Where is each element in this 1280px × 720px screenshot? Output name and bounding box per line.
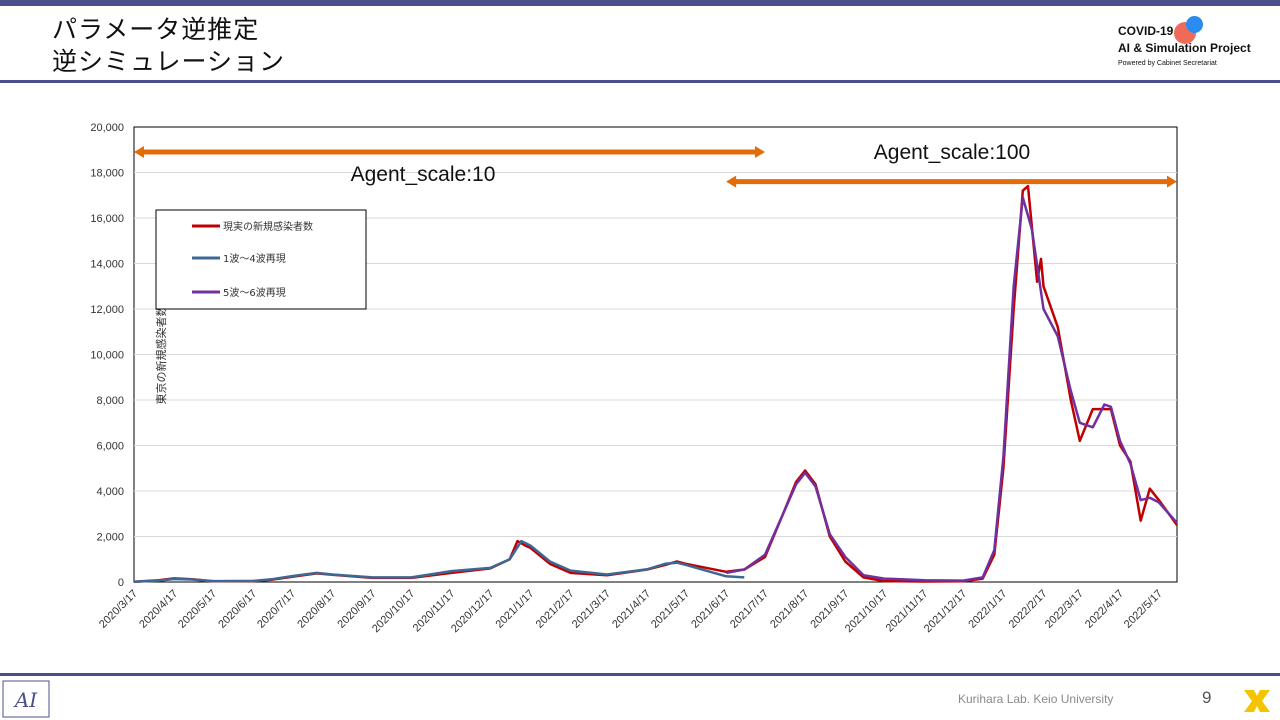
agent-scale-10-label: Agent_scale:10	[351, 163, 496, 186]
x-tick-label: 2021/1/17	[494, 588, 537, 631]
x-mark-logo-icon	[1244, 690, 1270, 712]
svg-text:AI: AI	[13, 688, 38, 712]
covid-project-logo: COVID-19 AI & Simulation Project Powered…	[1118, 16, 1278, 76]
logo-blue-circle-icon	[1186, 16, 1203, 33]
x-tick-label: 2021/8/17	[768, 588, 811, 631]
legend-label-real: 現実の新規感染者数	[223, 220, 313, 233]
x-tick-label: 2021/4/17	[610, 588, 653, 631]
page-title-line1: パラメータ逆推定	[52, 15, 260, 44]
footer-lab-name: Kurihara Lab. Keio University	[958, 692, 1114, 706]
x-tick-label: 2021/5/17	[649, 588, 692, 631]
footer-divider	[0, 673, 1280, 676]
x-tick-label: 2020/8/17	[295, 588, 338, 631]
top-accent-bar	[0, 0, 1280, 6]
legend-label-wave5to6: 5波〜6波再現	[223, 286, 286, 299]
x-tick-label: 2020/6/17	[216, 588, 259, 631]
infection-chart: 0 2,000 4,000 6,000 8,000 10,000 12,000 14,000 1…	[90, 122, 1179, 635]
y-tick-label: 14,000	[90, 259, 124, 271]
x-tick-label: 2022/4/17	[1083, 588, 1126, 631]
x-tick-label: 2021/2/17	[534, 588, 577, 631]
agent-scale-arrow-1	[726, 175, 1177, 188]
y-tick-label: 4,000	[96, 486, 124, 498]
legend-box	[155, 209, 367, 310]
y-tick-label: 12,000	[90, 304, 124, 316]
y-tick-label: 6,000	[96, 441, 124, 453]
x-tick-labels: 2020/3/172020/4/172020/5/172020/6/172020…	[97, 588, 1165, 635]
y-tick-label: 20,000	[90, 122, 124, 134]
legend: 現実の新規感染者数 1波〜4波再現 5波〜6波再現	[155, 209, 367, 310]
legend-label-wave1to4: 1波〜4波再現	[223, 252, 286, 265]
y-tick-label: 2,000	[96, 532, 124, 544]
series-line-1	[133, 539, 745, 584]
x-tick-label: 2021/6/17	[689, 588, 732, 631]
x-tick-label: 2022/5/17	[1122, 588, 1165, 631]
y-axis-label: 東京の新規感染者数	[154, 306, 168, 405]
page-title-line2: 逆シミュレーション	[52, 47, 286, 76]
page-number: 9	[1202, 688, 1212, 707]
logo-line3: Powered by Cabinet Secretariat	[1118, 60, 1217, 67]
y-tick-label: 16,000	[90, 213, 124, 225]
agent-scale-arrow-0	[134, 146, 765, 159]
logo-line2: AI & Simulation Project	[1118, 41, 1251, 55]
header-divider	[0, 80, 1280, 83]
x-tick-label: 2020/7/17	[255, 588, 298, 631]
y-tick-label: 10,000	[90, 350, 124, 362]
series-lines	[133, 184, 1179, 584]
x-tick-label: 2022/1/17	[966, 588, 1009, 631]
x-tick-label: 2022/2/17	[1007, 588, 1050, 631]
x-tick-label: 2020/3/17	[97, 588, 140, 631]
x-tick-label: 2020/5/17	[176, 588, 219, 631]
agent-scale-100-label: Agent_scale:100	[874, 141, 1030, 164]
y-tick-label: 18,000	[90, 168, 124, 180]
x-tick-label: 2021/3/17	[570, 588, 613, 631]
x-tick-label: 2020/4/17	[137, 588, 180, 631]
logo-line1: COVID-19	[1118, 24, 1174, 38]
ai-lab-logo: AI	[2, 680, 50, 718]
y-tick-label: 0	[118, 577, 124, 589]
x-tick-label: 2022/3/17	[1043, 588, 1086, 631]
y-tick-labels: 0 2,000 4,000 6,000 8,000 10,000 12,000 14,000 1…	[90, 122, 124, 589]
y-tick-label: 8,000	[96, 395, 124, 407]
x-tick-label: 2021/7/17	[728, 588, 771, 631]
series-line-2	[725, 196, 1178, 582]
agent-scale-arrows	[134, 146, 1177, 188]
